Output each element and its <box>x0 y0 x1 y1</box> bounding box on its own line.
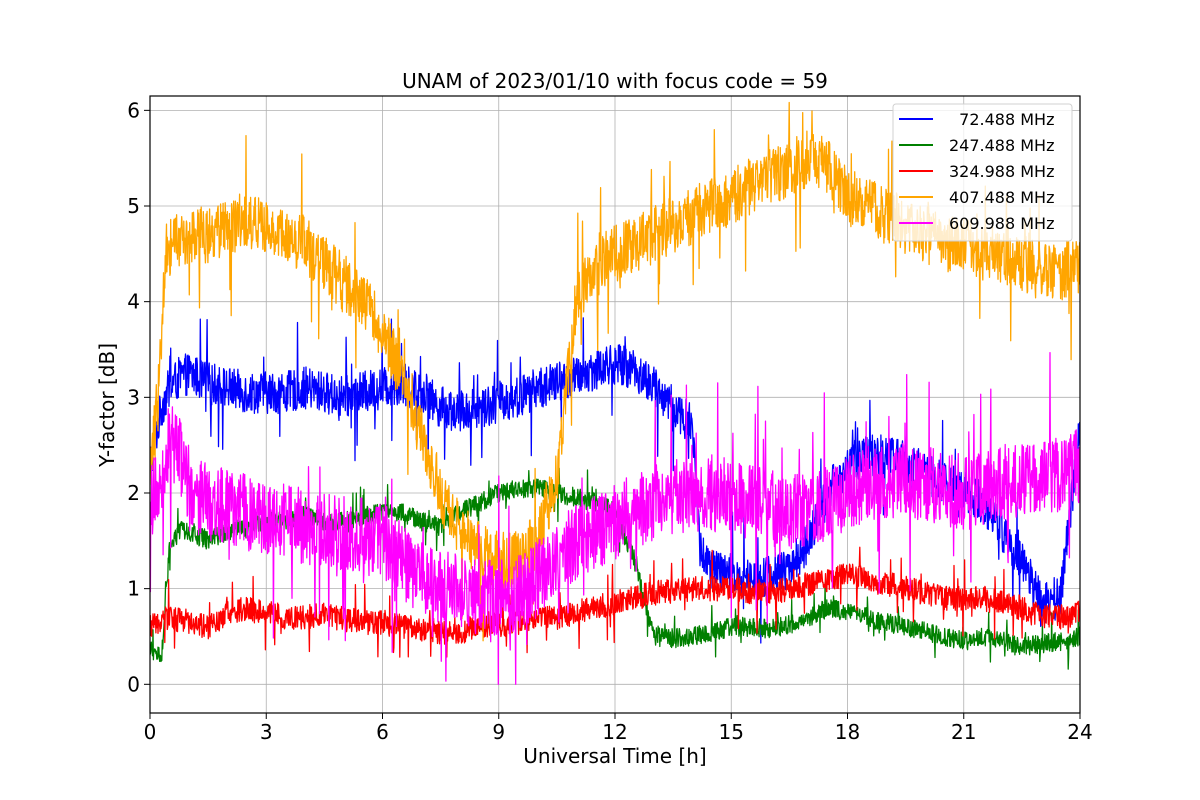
y-axis-label: Y-factor [dB] <box>95 343 119 468</box>
x-tick-label: 24 <box>1067 720 1092 744</box>
x-tick-label: 21 <box>951 720 976 744</box>
x-tick-label: 9 <box>492 720 505 744</box>
y-tick-label: 0 <box>127 672 140 696</box>
legend-label: 609.988 MHz <box>949 214 1054 233</box>
legend-box <box>892 103 1073 242</box>
legend-label: 407.488 MHz <box>949 188 1054 207</box>
legend-label: 247.488 MHz <box>949 136 1054 155</box>
y-tick-label: 3 <box>127 385 140 409</box>
legend: 72.488 MHz 247.488 MHz 324.988 MHz 407.488 … <box>892 103 1073 242</box>
x-tick-label: 18 <box>835 720 860 744</box>
x-axis-label: Universal Time [h] <box>523 744 706 768</box>
x-tick-label: 12 <box>602 720 627 744</box>
y-tick-label: 6 <box>127 98 140 122</box>
y-tick-label: 5 <box>127 194 140 218</box>
legend-label: 72.488 MHz <box>949 110 1054 129</box>
y-tick-label: 1 <box>127 577 140 601</box>
x-tick-label: 0 <box>144 720 157 744</box>
x-tick-label: 6 <box>376 720 389 744</box>
series-line-5 <box>150 351 1080 685</box>
y-axis-ticks: 0 1 2 3 4 5 6 <box>127 98 150 696</box>
y-tick-label: 4 <box>127 290 140 314</box>
y-tick-label: 2 <box>127 481 140 505</box>
x-axis-ticks: 0 3 6 9 12 15 18 21 24 <box>144 713 1093 744</box>
legend-label: 324.988 MHz <box>949 162 1054 181</box>
series-line-3 <box>150 546 1080 658</box>
x-tick-label: 15 <box>719 720 744 744</box>
x-tick-label: 3 <box>260 720 273 744</box>
chart-title: UNAM of 2023/01/10 with focus code = 59 <box>402 69 828 93</box>
